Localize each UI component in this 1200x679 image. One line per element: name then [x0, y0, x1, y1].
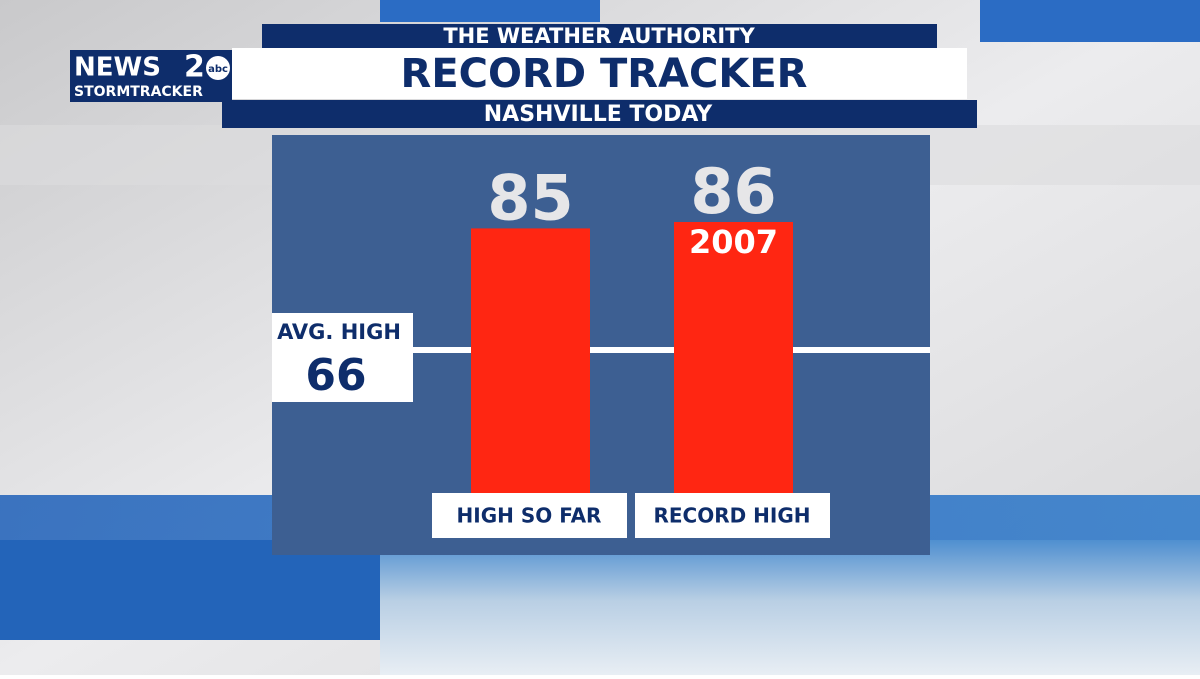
logo-badge: [206, 56, 230, 80]
logo-news: NEWS: [74, 53, 161, 83]
value-label: 85: [487, 161, 573, 234]
category-box: [432, 493, 627, 538]
subtitle-bar: [222, 100, 977, 128]
header: THE WEATHER AUTHORITY: [443, 24, 755, 48]
category-label: RECORD HIGH: [653, 504, 810, 528]
header-bar: [262, 24, 937, 48]
chart-title: RECORD TRACKER: [401, 51, 808, 97]
category-label: HIGH SO FAR: [457, 504, 602, 528]
reference-value: 66: [305, 350, 366, 401]
title-bar: [232, 48, 967, 99]
category-box: [635, 493, 830, 538]
deco: [380, 0, 600, 22]
logo: [70, 50, 232, 102]
logo-network: abc: [208, 64, 228, 75]
reference-box: [272, 313, 413, 402]
value-label: 86: [690, 155, 776, 228]
band: [0, 540, 380, 640]
deco: [980, 0, 1200, 42]
reference-label: AVG. HIGH: [277, 320, 401, 344]
chart: AVG. HIGH 66 85 HIGH SO FAR 86 RECORD HIGH 200…: [272, 155, 930, 538]
bar: [471, 228, 590, 495]
logo-number: 2: [184, 50, 205, 85]
subtitle: NASHVILLE TODAY: [484, 102, 714, 127]
sky: [380, 540, 1200, 675]
annotation: 2007: [689, 223, 778, 261]
bar: [674, 222, 793, 495]
logo-tagline: STORMTRACKER: [74, 84, 203, 100]
